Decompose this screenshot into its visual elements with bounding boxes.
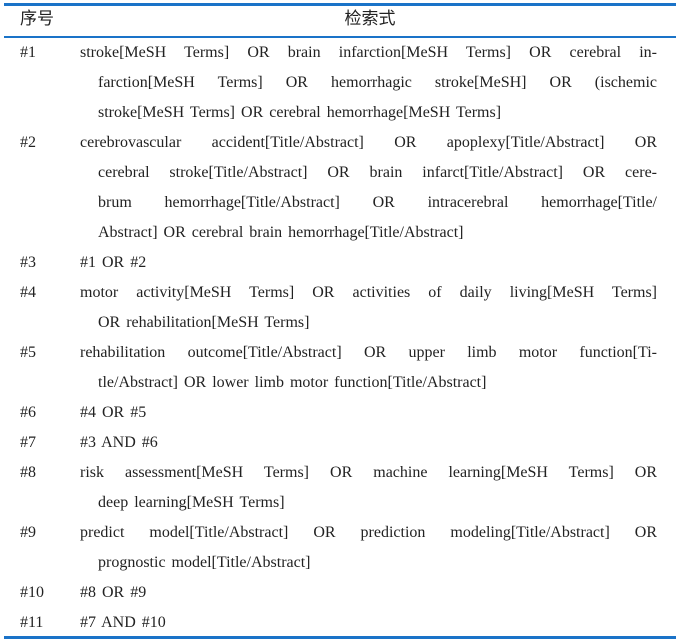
query-line: rehabilitation outcome[Title/Abstract] O… (80, 344, 657, 361)
query-text: #8 OR #9 (80, 578, 657, 608)
query-line: brum hemorrhage[Title/Abstract] OR intra… (98, 194, 657, 211)
row-number: #8 (20, 464, 36, 481)
row-number: #3 (20, 254, 36, 271)
query-line: stroke[MeSH Terms] OR brain infarction[M… (80, 44, 657, 61)
table-row: #11 #7 AND #10 (0, 608, 680, 638)
table-row: #6 #4 OR #5 (0, 398, 680, 428)
query-line: cerebral stroke[Title/Abstract] OR brain… (98, 164, 657, 181)
query-text: motor activity[MeSH Terms] OR activities… (80, 278, 657, 338)
query-text: #3 AND #6 (80, 428, 657, 458)
row-number: #10 (20, 584, 44, 601)
table-body: #1 stroke[MeSH Terms] OR brain infarction… (0, 38, 680, 638)
table-row: #2 cerebrovascular accident[Title/Abstrac… (0, 128, 680, 248)
query-line: stroke[MeSH Terms] OR cerebral hemorrhag… (98, 104, 502, 121)
query-line: predict model[Title/Abstract] OR predict… (80, 524, 657, 541)
table-row: #4 motor activity[MeSH Terms] OR activiti… (0, 278, 680, 338)
table-top-rule (4, 3, 676, 6)
query-text: rehabilitation outcome[Title/Abstract] O… (80, 338, 657, 398)
query-line: #3 AND #6 (80, 434, 158, 451)
query-text: stroke[MeSH Terms] OR brain infarction[M… (80, 38, 657, 128)
row-number: #1 (20, 44, 36, 61)
row-number: #5 (20, 344, 36, 361)
query-line: deep learning[MeSH Terms] (98, 494, 285, 511)
row-number: #6 (20, 404, 36, 421)
query-text: predict model[Title/Abstract] OR predict… (80, 518, 657, 578)
table-row: #10 #8 OR #9 (0, 578, 680, 608)
query-text: cerebrovascular accident[Title/Abstract]… (80, 128, 657, 248)
query-line: farction[MeSH Terms] OR hemorrhagic stro… (98, 74, 657, 91)
row-number: #9 (20, 524, 36, 541)
row-number: #11 (20, 614, 44, 631)
table-row: #8 risk assessment[MeSH Terms] OR machine… (0, 458, 680, 518)
query-line: prognostic model[Title/Abstract] (98, 554, 311, 571)
row-number: #2 (20, 134, 36, 151)
query-line: OR rehabilitation[MeSH Terms] (98, 314, 310, 331)
header-number: 序号 (20, 9, 54, 28)
query-line: #7 AND #10 (80, 614, 166, 631)
query-text: #7 AND #10 (80, 608, 657, 638)
query-line: cerebrovascular accident[Title/Abstract]… (80, 134, 657, 151)
query-text: #1 OR #2 (80, 248, 657, 278)
query-line: #4 OR #5 (80, 404, 147, 421)
query-text: #4 OR #5 (80, 398, 657, 428)
query-line: #8 OR #9 (80, 584, 147, 601)
query-line: risk assessment[MeSH Terms] OR machine l… (80, 464, 657, 481)
table-row: #3 #1 OR #2 (0, 248, 680, 278)
query-text: risk assessment[MeSH Terms] OR machine l… (80, 458, 657, 518)
table-row: #5 rehabilitation outcome[Title/Abstract]… (0, 338, 680, 398)
header-rule (4, 36, 676, 38)
table-row: #9 predict model[Title/Abstract] OR predi… (0, 518, 680, 578)
query-line: tle/Abstract] OR lower limb motor functi… (98, 374, 487, 391)
query-line: #1 OR #2 (80, 254, 147, 271)
query-line: motor activity[MeSH Terms] OR activities… (80, 284, 657, 301)
table-row: #7 #3 AND #6 (0, 428, 680, 458)
query-line: Abstract] OR cerebral brain hemorrhage[T… (98, 224, 464, 241)
row-number: #4 (20, 284, 36, 301)
header-query: 检索式 (344, 9, 396, 28)
table-bottom-rule (4, 636, 676, 639)
table-row: #1 stroke[MeSH Terms] OR brain infarction… (0, 38, 680, 128)
row-number: #7 (20, 434, 36, 451)
